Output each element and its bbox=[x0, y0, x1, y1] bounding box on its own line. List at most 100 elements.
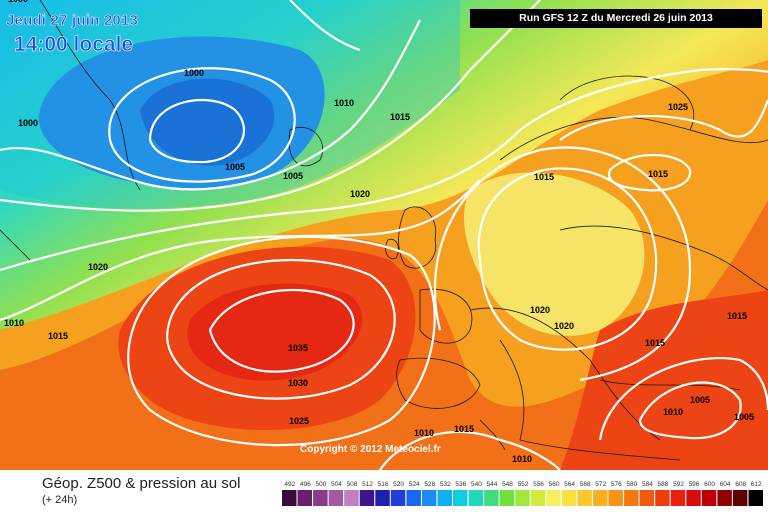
run-info: Run GFS 12 Z du Mercredi 26 juin 2013 bbox=[470, 9, 762, 28]
scale-tick-label: 592 bbox=[673, 481, 684, 488]
band-red-east bbox=[560, 290, 768, 470]
scale-swatch bbox=[313, 490, 328, 506]
copyright-notice: Copyright © 2012 Meteociel.fr bbox=[300, 444, 441, 455]
scale-swatch bbox=[717, 490, 732, 506]
scale-tick-label: 596 bbox=[689, 481, 700, 488]
isobar-label: 1035 bbox=[288, 343, 308, 353]
scale-tick-label: 580 bbox=[626, 481, 637, 488]
scale-swatch bbox=[530, 490, 546, 506]
scale-swatch bbox=[670, 490, 686, 506]
legend-subtitle: (+ 24h) bbox=[42, 494, 78, 506]
scale-swatch bbox=[732, 490, 748, 506]
scale-tick-label: 608 bbox=[735, 481, 746, 488]
scale-tick-label: 512 bbox=[362, 481, 373, 488]
scale-tick-label: 564 bbox=[564, 481, 575, 488]
isobar-label: 1005 bbox=[690, 395, 710, 405]
scale-swatch bbox=[421, 490, 437, 506]
scale-swatch bbox=[359, 490, 375, 506]
isobars bbox=[0, 0, 768, 470]
scale-tick-label: 560 bbox=[549, 481, 560, 488]
scale-tick-label: 540 bbox=[471, 481, 482, 488]
scale-tick-label: 588 bbox=[657, 481, 668, 488]
band-yellow-center bbox=[464, 172, 645, 336]
scale-tick-label: 568 bbox=[580, 481, 591, 488]
scale-tick-label: 544 bbox=[486, 481, 497, 488]
scale-swatch bbox=[282, 490, 297, 506]
isobar-label: 1015 bbox=[454, 424, 474, 434]
isobar-label: 1010 bbox=[334, 98, 354, 108]
scale-swatch bbox=[561, 490, 577, 506]
scale-tick-label: 504 bbox=[331, 481, 342, 488]
scale-tick-label: 516 bbox=[378, 481, 389, 488]
forecast-time: 14:00 locale bbox=[14, 33, 134, 57]
isobar-label: 1015 bbox=[48, 331, 68, 341]
band-cyan-west bbox=[0, 0, 460, 209]
scale-swatch bbox=[328, 490, 344, 506]
isobar-label: 1015 bbox=[390, 112, 410, 122]
scale-tick-label: 524 bbox=[409, 481, 420, 488]
weather-map: 1000 1000 1000 1005 1005 1010 1015 1020 … bbox=[0, 0, 768, 470]
isobar-label: 1010 bbox=[663, 407, 683, 417]
scale-swatch bbox=[468, 490, 484, 506]
scale-swatch bbox=[546, 490, 561, 506]
scale-tick-label: 500 bbox=[315, 481, 326, 488]
scale-tick-label: 536 bbox=[455, 481, 466, 488]
scale-swatch bbox=[577, 490, 592, 506]
isobar-label: 1005 bbox=[225, 162, 245, 172]
scale-swatch bbox=[390, 490, 406, 506]
legend-title: Géop. Z500 & pression au sol bbox=[42, 475, 241, 492]
scale-tick-label: 556 bbox=[533, 481, 544, 488]
isobar-label: 1010 bbox=[4, 318, 24, 328]
scale-swatch bbox=[624, 490, 639, 506]
isobar-label: 1015 bbox=[534, 172, 554, 182]
scale-tick-label: 508 bbox=[347, 481, 358, 488]
scale-swatch bbox=[344, 490, 359, 506]
isobar-label: 1005 bbox=[283, 171, 303, 181]
scale-swatch bbox=[608, 490, 623, 506]
isobar-labels: 1000 1000 1000 1005 1005 1010 1015 1020 … bbox=[4, 0, 754, 464]
scale-tick-label: 572 bbox=[595, 481, 606, 488]
scale-tick-label: 496 bbox=[300, 481, 311, 488]
scale-swatch bbox=[375, 490, 390, 506]
scale-tick-label: 520 bbox=[393, 481, 404, 488]
scale-swatch bbox=[701, 490, 717, 506]
scale-tick-label: 552 bbox=[518, 481, 529, 488]
scale-swatch bbox=[748, 490, 763, 506]
scale-tick-label: 532 bbox=[440, 481, 451, 488]
scale-swatch bbox=[297, 490, 312, 506]
isobar-label: 1015 bbox=[645, 338, 665, 348]
isobar-label: 1000 bbox=[184, 68, 204, 78]
isobar-label: 1030 bbox=[288, 378, 308, 388]
scale-swatch bbox=[484, 490, 499, 506]
scale-tick-label: 548 bbox=[502, 481, 513, 488]
scale-swatch bbox=[655, 490, 670, 506]
scale-swatch bbox=[639, 490, 655, 506]
scale-swatch bbox=[593, 490, 608, 506]
forecast-date: Jeudi 27 juin 2013 bbox=[6, 12, 138, 30]
isobar-label: 1010 bbox=[512, 454, 532, 464]
scale-swatch bbox=[406, 490, 421, 506]
scale-tick-label: 600 bbox=[704, 481, 715, 488]
scale-tick-label: 584 bbox=[642, 481, 653, 488]
isobar-label: 1000 bbox=[18, 118, 38, 128]
scale-swatch bbox=[453, 490, 468, 506]
scale-swatch bbox=[499, 490, 515, 506]
isobar-label: 1025 bbox=[289, 416, 309, 426]
scale-tick-label: 576 bbox=[611, 481, 622, 488]
isobar-label: 1000 bbox=[8, 0, 28, 4]
isobar-label: 1010 bbox=[414, 428, 434, 438]
scale-tick-label: 612 bbox=[751, 481, 762, 488]
isobar-label: 1020 bbox=[350, 189, 370, 199]
scale-swatch bbox=[686, 490, 701, 506]
scale-tick-label: 604 bbox=[720, 481, 731, 488]
color-scale: 492 496 500 504 508 512 516 520 524 528 532 536 540 5… bbox=[282, 481, 763, 506]
scale-tick-label: 492 bbox=[284, 481, 295, 488]
isobar-label: 1005 bbox=[734, 412, 754, 422]
isobar-label: 1025 bbox=[668, 102, 688, 112]
isobar-label: 1020 bbox=[554, 321, 574, 331]
isobar-label: 1015 bbox=[648, 169, 668, 179]
scale-swatch bbox=[515, 490, 530, 506]
isobar-label: 1015 bbox=[727, 311, 747, 321]
scale-swatch bbox=[437, 490, 452, 506]
scale-tick-label: 528 bbox=[424, 481, 435, 488]
